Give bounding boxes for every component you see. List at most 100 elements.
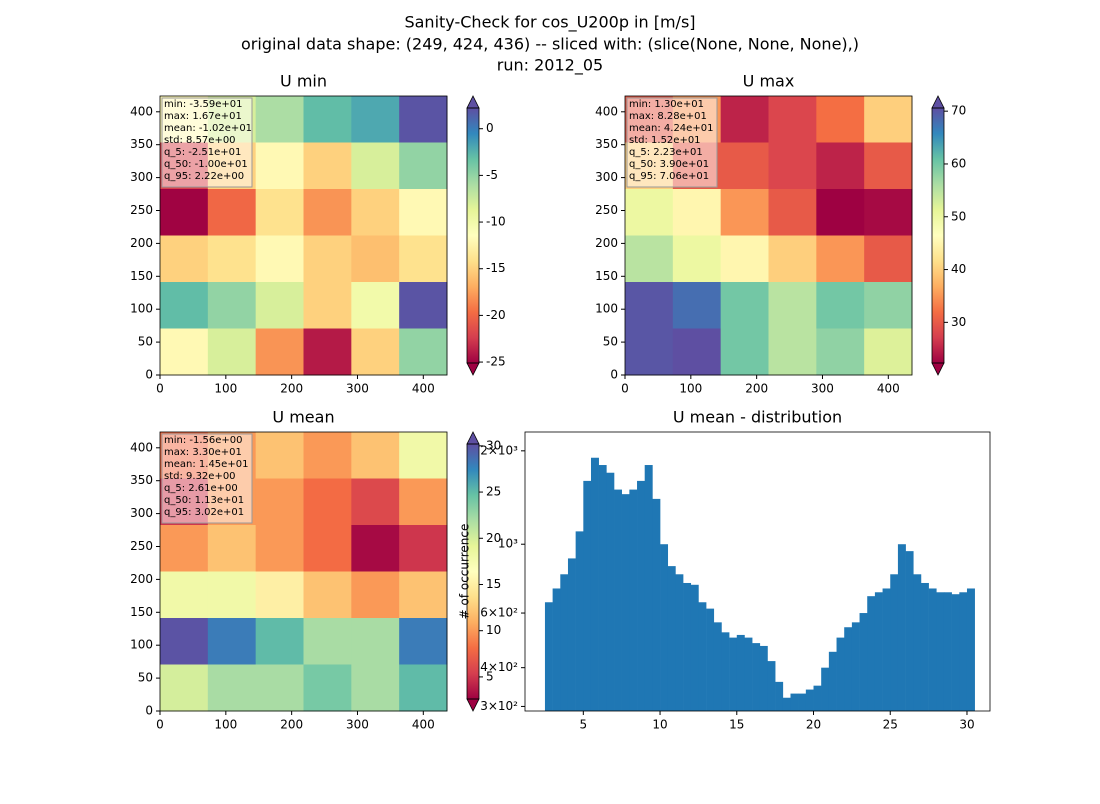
bar [721, 632, 730, 711]
heat-cell [768, 96, 817, 143]
heat-cell [351, 525, 400, 572]
bar [844, 627, 853, 711]
heat-cell [399, 432, 448, 479]
bar [629, 489, 638, 711]
stats-line: q_5: 2.61e+00 [164, 483, 238, 494]
y-tick-label: 200 [595, 236, 618, 250]
y-axis-label: # of occurrence [458, 524, 472, 620]
bar [660, 544, 669, 711]
heat-cell [303, 235, 352, 283]
heat-cell [768, 282, 817, 329]
colorbar-tick-label: 25 [486, 485, 501, 499]
heat-cell [399, 142, 448, 190]
x-tick-label: 200 [745, 382, 768, 396]
heat-cell [160, 235, 209, 283]
heat-cell [160, 664, 209, 712]
heat-cell [351, 235, 400, 283]
heat-cell [207, 282, 257, 329]
heat-cell [864, 142, 913, 190]
y-tick-label: 0 [145, 368, 153, 382]
y-tick-label: 350 [595, 137, 618, 151]
colorbar-tick-label: 30 [486, 438, 501, 452]
bar [928, 588, 937, 711]
heat-cell [207, 664, 257, 712]
colorbar-frame [466, 443, 480, 700]
x-tick-label: 25 [883, 718, 898, 732]
x-tick-label: 0 [621, 382, 629, 396]
bar [667, 566, 676, 711]
heat-cell [351, 478, 400, 526]
bar [936, 592, 945, 711]
x-tick-label: 400 [412, 718, 435, 732]
heat-cell [160, 282, 209, 329]
axes-title: U mean [272, 408, 334, 427]
heat-cell [303, 525, 352, 572]
bar [598, 465, 607, 711]
heat-cell [672, 282, 722, 329]
bar [759, 645, 768, 711]
heat-cell [351, 96, 400, 143]
axes-frame [524, 431, 991, 712]
heat-cell [816, 96, 865, 143]
colorbar-tick-label: -20 [486, 308, 506, 322]
y-tick-label: 300 [595, 170, 618, 184]
colorbar-frame [931, 107, 945, 364]
stats-line: q_95: 2.22e+00 [164, 171, 244, 182]
heat-cell [255, 142, 304, 190]
bar [752, 643, 761, 711]
bar [767, 661, 776, 711]
colorbar-frame [466, 107, 480, 364]
colorbar-tick-label: 70 [951, 104, 966, 118]
heat-cell [720, 189, 769, 236]
heat-cell [207, 235, 257, 283]
x-tick-label: 100 [679, 382, 702, 396]
heat-cell [303, 282, 352, 329]
x-tick-label: 20 [806, 718, 821, 732]
heat-cell [255, 618, 304, 665]
bar [606, 472, 615, 711]
y-tick-label: 10³ [498, 537, 518, 551]
bar [675, 574, 684, 711]
heat-cell [303, 142, 352, 190]
y-tick-label: 0 [145, 704, 153, 718]
heat-cell [303, 478, 352, 526]
bar [560, 574, 569, 711]
y-tick-label: 250 [130, 203, 153, 217]
heat-cell [399, 525, 448, 572]
bar [959, 592, 968, 711]
heat-cell [303, 664, 352, 712]
x-tick-label: 15 [729, 718, 744, 732]
colorbar-extend [466, 431, 480, 445]
colorbar-tick-label: 10 [486, 623, 501, 637]
y-tick-label: 350 [130, 473, 153, 487]
stats-line: q_95: 3.02e+01 [164, 507, 244, 518]
colorbar-tick-label: 60 [951, 156, 966, 170]
y-tick-label: 150 [130, 269, 153, 283]
colorbar-extend [931, 95, 945, 109]
bar [851, 622, 860, 711]
y-tick-label: 400 [130, 440, 153, 454]
bar [544, 602, 553, 711]
bar [821, 667, 830, 711]
heat-cell [303, 328, 352, 376]
stats-line: max: 3.30e+01 [164, 447, 242, 458]
heat-cell [303, 189, 352, 236]
y-tick-label: 6×10² [480, 606, 518, 620]
heat-cell [720, 142, 769, 190]
heat-cell [625, 189, 674, 236]
bar [905, 551, 914, 711]
x-tick-label: 0 [156, 382, 164, 396]
colorbar [467, 108, 479, 363]
stats-box [626, 97, 718, 188]
heat-cell [864, 328, 913, 376]
heat-cell [399, 618, 448, 665]
heat-cell [720, 328, 769, 376]
bar [644, 465, 653, 711]
heat-cell [303, 96, 352, 143]
heat-cell [255, 189, 304, 236]
bar [951, 594, 960, 711]
figure-title: original data shape: (249, 424, 436) -- … [241, 35, 859, 54]
stats-line: min: -3.59e+01 [164, 99, 243, 110]
x-tick-label: 200 [280, 382, 303, 396]
stats-line: min: -1.56e+00 [164, 435, 243, 446]
